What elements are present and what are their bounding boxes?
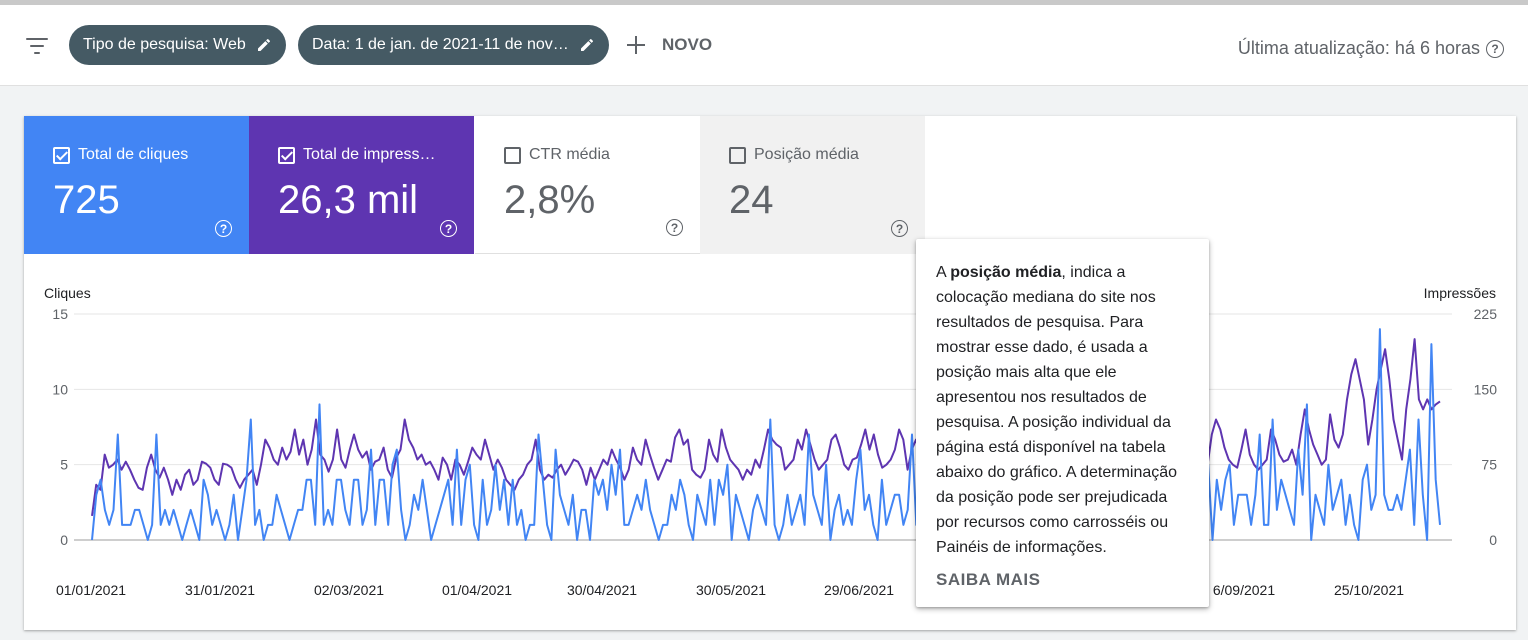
tooltip-line: mostrar esse dado, é usada a — [936, 339, 1148, 356]
performance-chart: Cliques Impressões 0 5 10 15 0 75 150 225 01/0… — [44, 285, 1498, 598]
y-tick-label: 15 — [52, 306, 68, 322]
plus-icon — [626, 35, 646, 55]
tooltip-line: pesquisa. A posição individual da — [936, 414, 1171, 431]
top-toolbar: Tipo de pesquisa: Web Data: 1 de jan. de… — [0, 0, 1528, 86]
filter-list-icon[interactable] — [26, 35, 52, 57]
checkbox[interactable] — [729, 146, 746, 164]
pencil-icon[interactable] — [256, 37, 272, 53]
impressions-line — [91, 338, 1441, 517]
y2-axis-ticks: 0 75 150 225 — [1474, 306, 1498, 548]
tooltip-bold: posição média — [950, 264, 1062, 281]
tooltip-line: Painéis de informações. — [936, 539, 1107, 556]
tooltip-line: página está disponível na tabela — [936, 439, 1166, 456]
checkbox[interactable] — [53, 146, 70, 164]
y2-tick-label: 75 — [1481, 457, 1497, 473]
metric-label: Total de cliques — [78, 146, 189, 163]
tooltip-line: colocação mediana do site nos — [936, 289, 1156, 306]
metric-label: Posição média — [754, 146, 859, 163]
tooltip-line: posição mais alta que ele — [936, 364, 1117, 381]
chart-series — [91, 328, 1441, 541]
y-tick-label: 5 — [60, 457, 68, 473]
y2-tick-label: 225 — [1474, 306, 1498, 322]
new-filter-label: NOVO — [662, 35, 713, 54]
tooltip-line: A posição média, indica a — [936, 260, 1191, 285]
tooltip-prefix: A — [936, 264, 951, 281]
tooltip-line: apresentou nos resultados de — [936, 389, 1147, 406]
y2-tick-label: 0 — [1489, 532, 1497, 548]
performance-card: Total de cliques 725 ? Total de impress…… — [24, 116, 1516, 630]
metric-value: 26,3 mil — [278, 178, 419, 222]
x-tick-label: 31/01/2021 — [185, 582, 255, 598]
tooltip-line: abaixo do gráfico. A determinação — [936, 464, 1178, 481]
y-axis-ticks: 0 5 10 15 — [52, 306, 68, 548]
help-icon[interactable]: ? — [1486, 39, 1504, 58]
tooltip-line: resultados de pesquisa. Para — [936, 314, 1144, 331]
metric-total-clicks[interactable]: Total de cliques 725 ? — [24, 116, 249, 254]
x-tick-label: 30/04/2021 — [567, 582, 637, 598]
x-axis-ticks: 01/01/2021 31/01/2021 02/03/2021 01/04/2021… — [56, 582, 1404, 598]
help-icon[interactable]: ? — [891, 220, 908, 237]
metric-label: Total de impress… — [303, 146, 436, 163]
learn-more-link[interactable]: SAIBA MAIS — [936, 570, 1041, 589]
x-tick-label: 30/05/2021 — [696, 582, 766, 598]
last-update: Última atualização: há 6 horas ? — [1238, 38, 1504, 59]
date-range-chip[interactable]: Data: 1 de jan. de 2021-11 de nov… — [298, 25, 609, 65]
y-tick-label: 0 — [60, 532, 68, 548]
chip-label: Data: 1 de jan. de 2021-11 de nov… — [312, 36, 569, 53]
new-filter-button[interactable]: NOVO — [626, 35, 712, 55]
pencil-icon[interactable] — [579, 37, 595, 53]
y2-axis-title: Impressões — [1424, 285, 1496, 301]
y2-tick-label: 150 — [1474, 381, 1498, 397]
metric-label: CTR média — [529, 146, 610, 163]
metric-value: 24 — [729, 178, 774, 222]
clicks-line — [91, 328, 1441, 541]
metric-avg-position[interactable]: Posição média 24 ? — [700, 116, 925, 254]
checkbox[interactable] — [278, 146, 295, 164]
x-tick-label: 01/04/2021 — [442, 582, 512, 598]
y-axis-title: Cliques — [44, 285, 91, 301]
help-icon[interactable]: ? — [215, 220, 232, 237]
tooltip-line: por recursos como carrosséis ou — [936, 514, 1169, 531]
y-tick-label: 10 — [52, 381, 68, 397]
metric-avg-ctr[interactable]: CTR média 2,8% ? — [475, 116, 700, 254]
tooltip-line1-rest: , indica a — [1061, 264, 1126, 281]
x-tick-label: 01/01/2021 — [56, 582, 126, 598]
chip-label: Tipo de pesquisa: Web — [83, 36, 246, 53]
x-tick-label: 02/03/2021 — [314, 582, 384, 598]
help-icon[interactable]: ? — [666, 219, 683, 236]
metric-value: 725 — [53, 178, 120, 222]
last-update-text: Última atualização: há 6 horas — [1237, 38, 1480, 58]
avg-position-tooltip: A posição média, indica a colocação medi… — [916, 239, 1209, 607]
x-tick-label: 25/10/2021 — [1334, 582, 1404, 598]
metric-value: 2,8% — [504, 178, 596, 222]
help-icon[interactable]: ? — [440, 220, 457, 237]
x-tick-label: 6/09/2021 — [1213, 582, 1275, 598]
checkbox[interactable] — [504, 146, 521, 164]
search-type-chip[interactable]: Tipo de pesquisa: Web — [69, 25, 286, 65]
metric-total-impressions[interactable]: Total de impress… 26,3 mil ? — [249, 116, 474, 254]
chart-gridlines — [74, 313, 1452, 541]
tooltip-line: da posição pode ser prejudicada — [936, 489, 1168, 506]
x-tick-label: 29/06/2021 — [824, 582, 894, 598]
